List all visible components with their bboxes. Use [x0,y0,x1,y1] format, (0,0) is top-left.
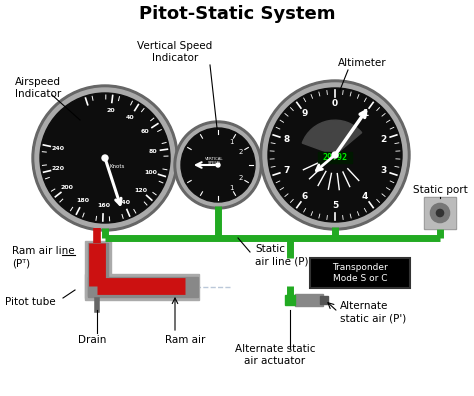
Circle shape [263,83,407,227]
Text: Drain: Drain [78,335,106,345]
Text: 1: 1 [229,139,233,145]
Text: Static
air line (P): Static air line (P) [255,244,309,266]
Text: Altimeter: Altimeter [337,58,386,68]
Text: 20: 20 [107,108,115,113]
Text: 160: 160 [97,204,110,208]
Text: 7: 7 [283,166,290,175]
Text: 40: 40 [126,115,135,120]
Circle shape [181,128,255,202]
Text: Alternate
static air (P'): Alternate static air (P') [340,301,406,323]
Text: Airspeed
Indicator: Airspeed Indicator [15,77,61,99]
Bar [425,198,455,228]
Text: 80: 80 [148,149,157,154]
Text: Static port: Static port [413,185,467,195]
Bar [88,277,198,297]
Bar [85,274,199,300]
Circle shape [102,155,108,161]
Text: Ram air: Ram air [165,335,205,345]
Circle shape [40,93,170,223]
Circle shape [430,204,450,223]
Text: Transponder
Mode S or C: Transponder Mode S or C [332,263,388,284]
Bar [85,241,111,298]
Text: Ram air line
(Pᵀ): Ram air line (Pᵀ) [12,246,74,268]
Circle shape [268,88,402,222]
Text: 220: 220 [52,166,65,171]
Text: 2: 2 [238,149,243,155]
Text: 1: 1 [362,109,368,118]
Circle shape [35,88,175,228]
Text: 240: 240 [52,145,64,150]
Text: Pitot tube: Pitot tube [5,297,55,307]
Circle shape [216,163,220,167]
Text: Pitot-Static System: Pitot-Static System [139,5,335,23]
Text: 4: 4 [362,192,368,201]
Text: Vertical Speed
Indicator: Vertical Speed Indicator [137,41,213,63]
Text: 200: 200 [61,185,73,190]
Wedge shape [302,120,362,155]
Bar [320,296,328,304]
Text: 6: 6 [302,192,308,201]
Text: 29.92: 29.92 [322,154,347,162]
Text: Alternate static
air actuator: Alternate static air actuator [235,344,315,366]
Circle shape [260,80,410,230]
Text: 180: 180 [77,198,90,203]
Text: 3: 3 [380,166,387,175]
Text: 5: 5 [332,202,338,211]
Text: 140: 140 [117,200,130,205]
Bar [318,152,352,162]
Bar [424,197,456,229]
Text: Knots: Knots [109,164,125,169]
Bar [295,294,323,306]
Circle shape [177,124,259,206]
Bar [88,243,108,296]
Text: 9: 9 [302,109,308,118]
Circle shape [437,209,444,217]
Bar [285,295,295,305]
Text: 8: 8 [283,135,290,144]
Circle shape [32,85,178,231]
Text: 2: 2 [238,175,243,181]
Text: 2: 2 [380,135,387,144]
Circle shape [332,152,338,158]
Text: 100: 100 [145,169,157,175]
Text: VERTICAL
SPEED: VERTICAL SPEED [205,157,223,165]
Text: 1: 1 [229,185,233,190]
Text: 120: 120 [134,188,147,192]
Circle shape [174,121,262,209]
Text: 60: 60 [141,129,150,134]
FancyBboxPatch shape [310,258,410,288]
Text: 0: 0 [332,99,338,109]
